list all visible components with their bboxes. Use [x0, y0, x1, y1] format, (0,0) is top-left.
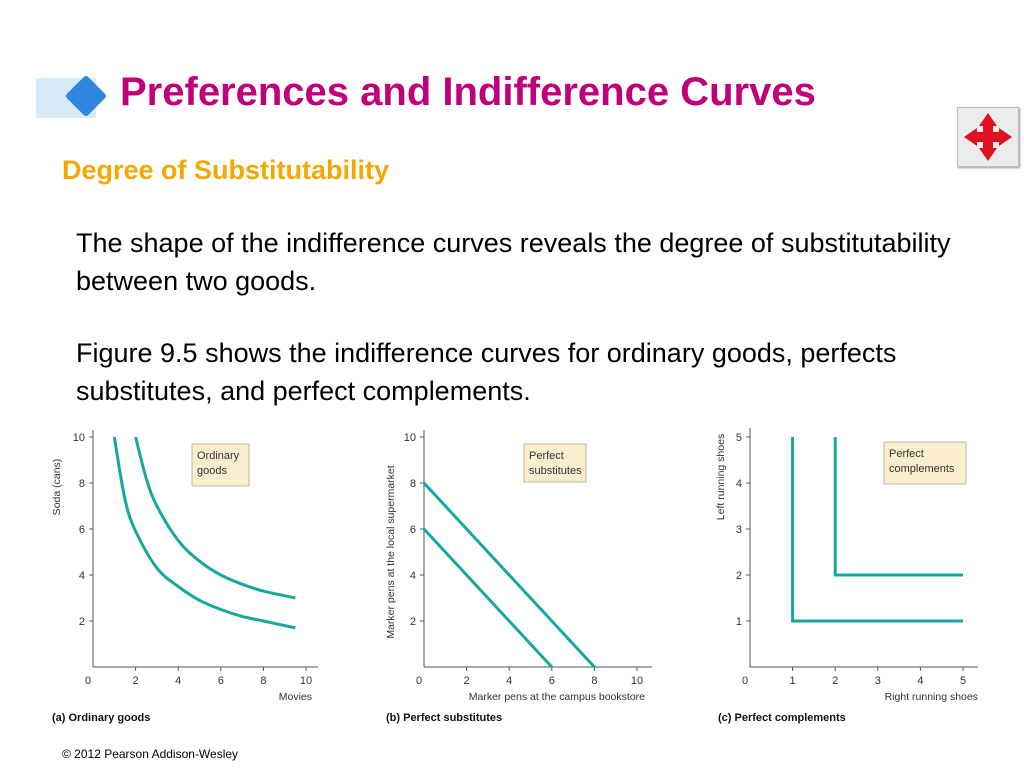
x-axis-title: Right running shoes [885, 691, 978, 703]
four-way-arrows-icon [964, 113, 1012, 161]
y-tick-label: 6 [410, 524, 416, 536]
figure-caption: (b) Perfect substitutes [386, 712, 502, 724]
x-tick-label: 3 [875, 675, 881, 687]
curve-type-label: Perfect [889, 448, 924, 460]
x-tick-label: 8 [591, 675, 597, 687]
y-tick-label: 10 [404, 432, 416, 444]
x-tick-label: 2 [832, 675, 838, 687]
indifference-curve-2 [422, 527, 553, 669]
y-tick-label: 4 [410, 570, 416, 582]
x-tick-label: 2 [133, 675, 139, 687]
x-axis-title: Movies [279, 691, 312, 703]
x-tick-label: 4 [506, 675, 512, 687]
y-tick-label: 6 [79, 524, 85, 536]
x-tick-label: 0 [85, 675, 91, 687]
navigation-button[interactable] [957, 107, 1019, 167]
y-tick-label: 8 [79, 478, 85, 490]
paragraph-shape: The shape of the indifference curves rev… [76, 228, 951, 296]
x-tick-label: 1 [790, 675, 796, 687]
indifference-curve-2 [134, 436, 296, 600]
curve-type-label: Perfect [529, 450, 564, 462]
indifference-curve-1 [422, 481, 596, 669]
x-tick-label: 10 [631, 675, 643, 687]
curve-type-label-box [191, 443, 250, 487]
curve-type-label-box [883, 441, 967, 485]
x-axis-title: Marker pens at the campus bookstore [469, 691, 645, 703]
x-tick-label: 6 [549, 675, 555, 687]
x-tick-label: 5 [960, 675, 966, 687]
y-tick-label: 2 [736, 570, 742, 582]
curve-type-label: substitutes [529, 465, 582, 477]
curve-type-label: complements [889, 463, 955, 475]
paragraph-figure: Figure 9.5 shows the indifference curves… [76, 338, 897, 406]
y-tick-label: 3 [736, 524, 742, 536]
y-tick-label: 4 [79, 570, 85, 582]
x-tick-label: 8 [260, 675, 266, 687]
y-axis-title: Soda (cans) [51, 459, 63, 516]
x-tick-label: 10 [300, 675, 312, 687]
panel-ordinary-goods: 0 2 4 6 8 10 2 4 6 8 10 Ordinary goods Movies Soda (ca… [51, 430, 318, 724]
indifference-curve-1 [112, 436, 296, 630]
y-tick-label: 8 [410, 478, 416, 490]
y-tick-label: 1 [736, 616, 742, 628]
x-tick-label: 6 [218, 675, 224, 687]
x-tick-label: 0 [742, 675, 748, 687]
y-tick-label: 2 [79, 616, 85, 628]
y-tick-label: 4 [736, 478, 742, 490]
panel-perfect-substitutes: 0 2 4 6 8 10 2 4 6 8 10 Perfect substitutes Marker pe… [385, 430, 652, 724]
y-tick-label: 5 [736, 432, 742, 444]
y-tick-label: 2 [410, 616, 416, 628]
x-tick-label: 4 [175, 675, 181, 687]
indifference-curve-1 [791, 437, 963, 623]
section-subtitle: Degree of Substitutability [62, 155, 390, 185]
y-tick-label: 10 [73, 432, 85, 444]
figure-caption: (c) Perfect complements [718, 712, 846, 724]
x-tick-label: 0 [416, 675, 422, 687]
indifference-curve-2 [833, 437, 963, 577]
slide-title: Preferences and Indifference Curves [120, 70, 816, 114]
x-tick-label: 4 [917, 675, 923, 687]
copyright-notice: © 2012 Pearson Addison-Wesley [62, 747, 239, 761]
x-tick-label: 2 [464, 675, 470, 687]
y-axis-title: Left running shoes [715, 434, 727, 520]
curve-type-label: goods [197, 465, 227, 477]
curve-type-label-box [523, 443, 587, 483]
panel-perfect-complements: 0 1 2 3 4 5 1 2 3 4 5 Perfect complements Right runni… [715, 428, 978, 724]
curve-type-label: Ordinary [197, 450, 240, 462]
y-axis-title: Marker pens at the local supermarket [385, 465, 397, 638]
figure-caption: (a) Ordinary goods [52, 712, 150, 724]
